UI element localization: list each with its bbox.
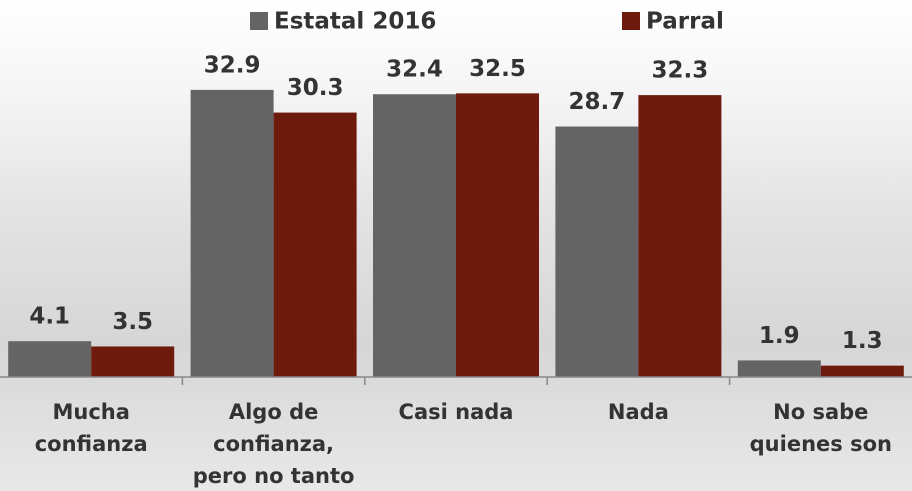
bar: [8, 341, 91, 377]
value-label: 28.7: [569, 89, 626, 115]
chart: Estatal 2016 Parral 4.1 3.5 Mucha confianza 32…: [0, 0, 912, 491]
legend-swatch: [622, 12, 640, 30]
value-label: 3.5: [112, 309, 153, 335]
value-label: 1.3: [842, 328, 883, 354]
value-label: 32.3: [652, 58, 709, 84]
bar: [91, 346, 174, 377]
x-tick-label: No sabe: [773, 400, 868, 424]
bar: [274, 113, 357, 377]
x-tick-label: Nada: [608, 400, 669, 424]
x-tick-label: Casi nada: [399, 400, 514, 424]
value-label: 32.9: [204, 52, 261, 78]
value-label: 30.3: [287, 75, 344, 101]
x-tick-label: confianza,: [213, 432, 334, 456]
x-tick-label: quienes son: [750, 432, 892, 456]
x-tick-label: Algo de: [229, 400, 319, 424]
bar: [555, 127, 638, 377]
value-label: 4.1: [29, 304, 70, 330]
bar: [738, 360, 821, 377]
page: Estatal 2016 Parral 4.1 3.5 Mucha confianza 32…: [0, 0, 912, 491]
legend-swatch: [250, 12, 268, 30]
value-label: 1.9: [759, 323, 800, 349]
value-label: 32.5: [469, 56, 526, 82]
bar: [638, 95, 721, 377]
bar: [456, 93, 539, 377]
bar: [373, 94, 456, 377]
x-tick-label: pero no tanto: [193, 464, 355, 488]
value-label: 32.4: [386, 57, 443, 83]
bar: [821, 366, 904, 377]
x-tick-label: Mucha: [52, 400, 129, 424]
x-tick-label: confianza: [35, 432, 148, 456]
bar: [191, 90, 274, 377]
legend-label: Estatal 2016: [274, 9, 436, 35]
legend-label: Parral: [646, 9, 724, 35]
